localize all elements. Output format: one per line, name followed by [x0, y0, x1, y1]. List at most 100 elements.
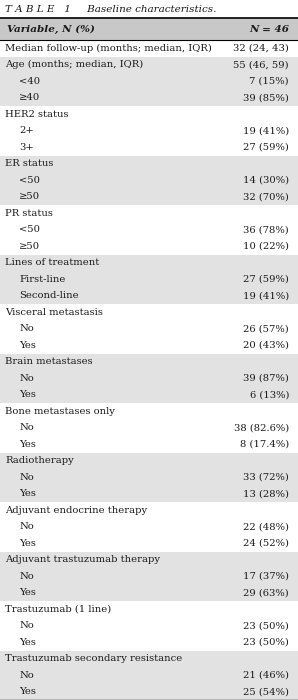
Bar [0, 122, 298, 139]
Bar [0, 238, 298, 255]
Bar [0, 650, 298, 667]
Bar [0, 255, 298, 271]
Text: No: No [19, 671, 34, 680]
Bar [0, 502, 298, 519]
Bar [0, 304, 298, 321]
Text: 24 (52%): 24 (52%) [243, 539, 289, 547]
Bar [0, 155, 298, 172]
Text: 55 (46, 59): 55 (46, 59) [233, 60, 289, 69]
Text: <40: <40 [19, 77, 40, 86]
Text: Yes: Yes [19, 588, 36, 597]
Text: Bone metastases only: Bone metastases only [5, 407, 115, 416]
Text: 13 (28%): 13 (28%) [243, 489, 289, 498]
Bar [0, 321, 298, 337]
Bar [0, 683, 298, 700]
Text: 19 (41%): 19 (41%) [243, 291, 289, 300]
Bar [0, 617, 298, 634]
Text: Yes: Yes [19, 440, 36, 449]
Text: Yes: Yes [19, 391, 36, 399]
Text: PR status: PR status [5, 209, 53, 218]
Text: Lines of treatment: Lines of treatment [5, 258, 99, 267]
Text: 39 (87%): 39 (87%) [243, 374, 289, 383]
Bar [0, 73, 298, 90]
Text: Trastuzumab secondary resistance: Trastuzumab secondary resistance [5, 654, 182, 664]
Text: 17 (37%): 17 (37%) [243, 572, 289, 581]
Bar [0, 205, 298, 221]
Text: No: No [19, 522, 34, 531]
Text: 36 (78%): 36 (78%) [243, 225, 289, 234]
Text: 32 (70%): 32 (70%) [243, 193, 289, 202]
Bar [0, 106, 298, 122]
Text: 23 (50%): 23 (50%) [243, 622, 289, 630]
Text: 32 (24, 43): 32 (24, 43) [233, 43, 289, 52]
Bar [0, 354, 298, 370]
Text: Yes: Yes [19, 539, 36, 547]
Bar [0, 57, 298, 73]
Text: First-line: First-line [19, 274, 65, 284]
Text: Age (months; median, IQR): Age (months; median, IQR) [5, 60, 143, 69]
Text: No: No [19, 473, 34, 482]
Bar [0, 288, 298, 304]
Bar [0, 271, 298, 288]
Text: 23 (50%): 23 (50%) [243, 638, 289, 647]
Bar [0, 584, 298, 601]
Text: HER2 status: HER2 status [5, 110, 69, 119]
Text: Yes: Yes [19, 638, 36, 647]
Bar [0, 519, 298, 535]
Bar [0, 601, 298, 617]
Bar [0, 403, 298, 419]
Text: 7 (15%): 7 (15%) [249, 77, 289, 86]
Text: <50: <50 [19, 176, 40, 185]
Text: <50: <50 [19, 225, 40, 234]
Text: 26 (57%): 26 (57%) [243, 324, 289, 333]
Text: Yes: Yes [19, 489, 36, 498]
Bar [0, 40, 298, 57]
Text: Adjuvant endocrine therapy: Adjuvant endocrine therapy [5, 505, 147, 514]
Bar [0, 370, 298, 386]
Text: 21 (46%): 21 (46%) [243, 671, 289, 680]
Text: 38 (82.6%): 38 (82.6%) [234, 424, 289, 432]
Text: 6 (13%): 6 (13%) [249, 391, 289, 399]
Text: ≥50: ≥50 [19, 241, 40, 251]
Text: ≥50: ≥50 [19, 193, 40, 202]
Text: N = 46: N = 46 [249, 25, 289, 34]
Text: No: No [19, 572, 34, 581]
Bar [0, 188, 298, 205]
Text: No: No [19, 622, 34, 630]
Bar [0, 469, 298, 486]
Bar [0, 486, 298, 502]
Text: Second-line: Second-line [19, 291, 79, 300]
Text: 8 (17.4%): 8 (17.4%) [240, 440, 289, 449]
Bar [0, 90, 298, 106]
Text: No: No [19, 324, 34, 333]
Text: 25 (54%): 25 (54%) [243, 687, 289, 696]
Text: 14 (30%): 14 (30%) [243, 176, 289, 185]
Text: Trastuzumab (1 line): Trastuzumab (1 line) [5, 605, 111, 614]
Bar [0, 18, 298, 40]
Text: 22 (48%): 22 (48%) [243, 522, 289, 531]
Text: ER status: ER status [5, 160, 53, 168]
Text: Median follow-up (months; median, IQR): Median follow-up (months; median, IQR) [5, 43, 212, 52]
Bar [0, 552, 298, 568]
Bar [0, 452, 298, 469]
Text: Radiotherapy: Radiotherapy [5, 456, 74, 466]
Bar [0, 337, 298, 354]
Text: 27 (59%): 27 (59%) [243, 143, 289, 152]
Text: 33 (72%): 33 (72%) [243, 473, 289, 482]
Bar [0, 535, 298, 552]
Bar [0, 386, 298, 403]
Text: 27 (59%): 27 (59%) [243, 274, 289, 284]
Text: Brain metastases: Brain metastases [5, 357, 93, 366]
Text: 10 (22%): 10 (22%) [243, 241, 289, 251]
Bar [0, 139, 298, 155]
Bar [0, 221, 298, 238]
Text: No: No [19, 374, 34, 383]
Text: No: No [19, 424, 34, 432]
Bar [0, 667, 298, 683]
Text: Visceral metastasis: Visceral metastasis [5, 308, 103, 316]
Bar [0, 634, 298, 650]
Text: T A B L E   1     Baseline characteristics.: T A B L E 1 Baseline characteristics. [5, 4, 216, 13]
Bar [0, 419, 298, 436]
Text: ≥40: ≥40 [19, 93, 40, 102]
Bar [0, 436, 298, 452]
